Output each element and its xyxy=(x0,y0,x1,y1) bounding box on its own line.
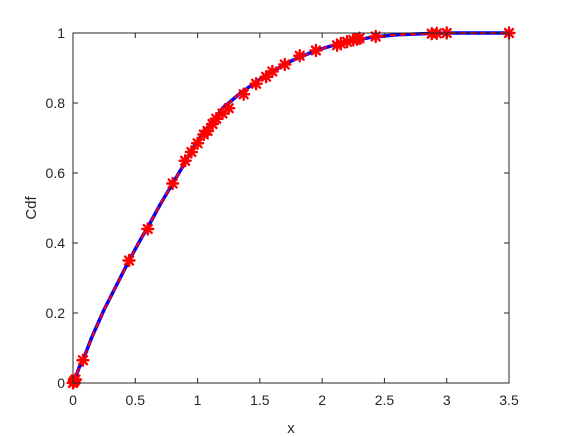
data-point-marker xyxy=(141,222,155,236)
y-tick-label: 0 xyxy=(57,375,65,391)
data-point-marker xyxy=(76,353,90,367)
x-tick-label: 2.5 xyxy=(375,392,395,408)
x-tick-label: 2 xyxy=(318,392,326,408)
y-tick-label: 0.4 xyxy=(46,235,66,251)
y-tick-label: 1 xyxy=(57,25,65,41)
x-tick-label: 1 xyxy=(194,392,202,408)
data-point-marker xyxy=(249,77,263,91)
data-point-marker xyxy=(236,87,251,101)
y-tick-label: 0.8 xyxy=(46,95,66,111)
data-point-marker xyxy=(309,43,323,58)
x-tick-label: 3.5 xyxy=(499,392,519,408)
plot-area-background xyxy=(73,33,509,383)
data-point-marker xyxy=(190,136,205,150)
data-point-marker xyxy=(178,154,192,168)
data-point-marker xyxy=(184,145,199,159)
y-tick-label: 0.6 xyxy=(46,165,66,181)
x-tick-label: 3 xyxy=(443,392,451,408)
plot-area-frame xyxy=(72,32,510,384)
x-tick-label: 0 xyxy=(69,392,77,408)
x-tick-label: 1.5 xyxy=(250,392,270,408)
x-tick-label: 0.5 xyxy=(126,392,146,408)
y-tick-label: 0.2 xyxy=(46,305,66,321)
y-axis-ticks: 0 0.2 0.4 0.6 0.8 1 xyxy=(46,25,509,391)
y-axis-label: Cdf xyxy=(23,195,40,219)
data-point-marker xyxy=(122,253,136,268)
data-point-marker xyxy=(352,31,367,45)
data-point-marker xyxy=(265,64,280,79)
data-point-marker xyxy=(205,117,220,131)
data-point-marker xyxy=(165,176,180,191)
x-axis-label: x xyxy=(287,420,295,437)
data-point-marker xyxy=(293,49,307,63)
x-axis-ticks: 0 0.5 1 1.5 2 2.5 3 3.5 xyxy=(69,33,519,408)
data-point-marker xyxy=(222,101,236,115)
data-point-marker xyxy=(278,57,292,72)
